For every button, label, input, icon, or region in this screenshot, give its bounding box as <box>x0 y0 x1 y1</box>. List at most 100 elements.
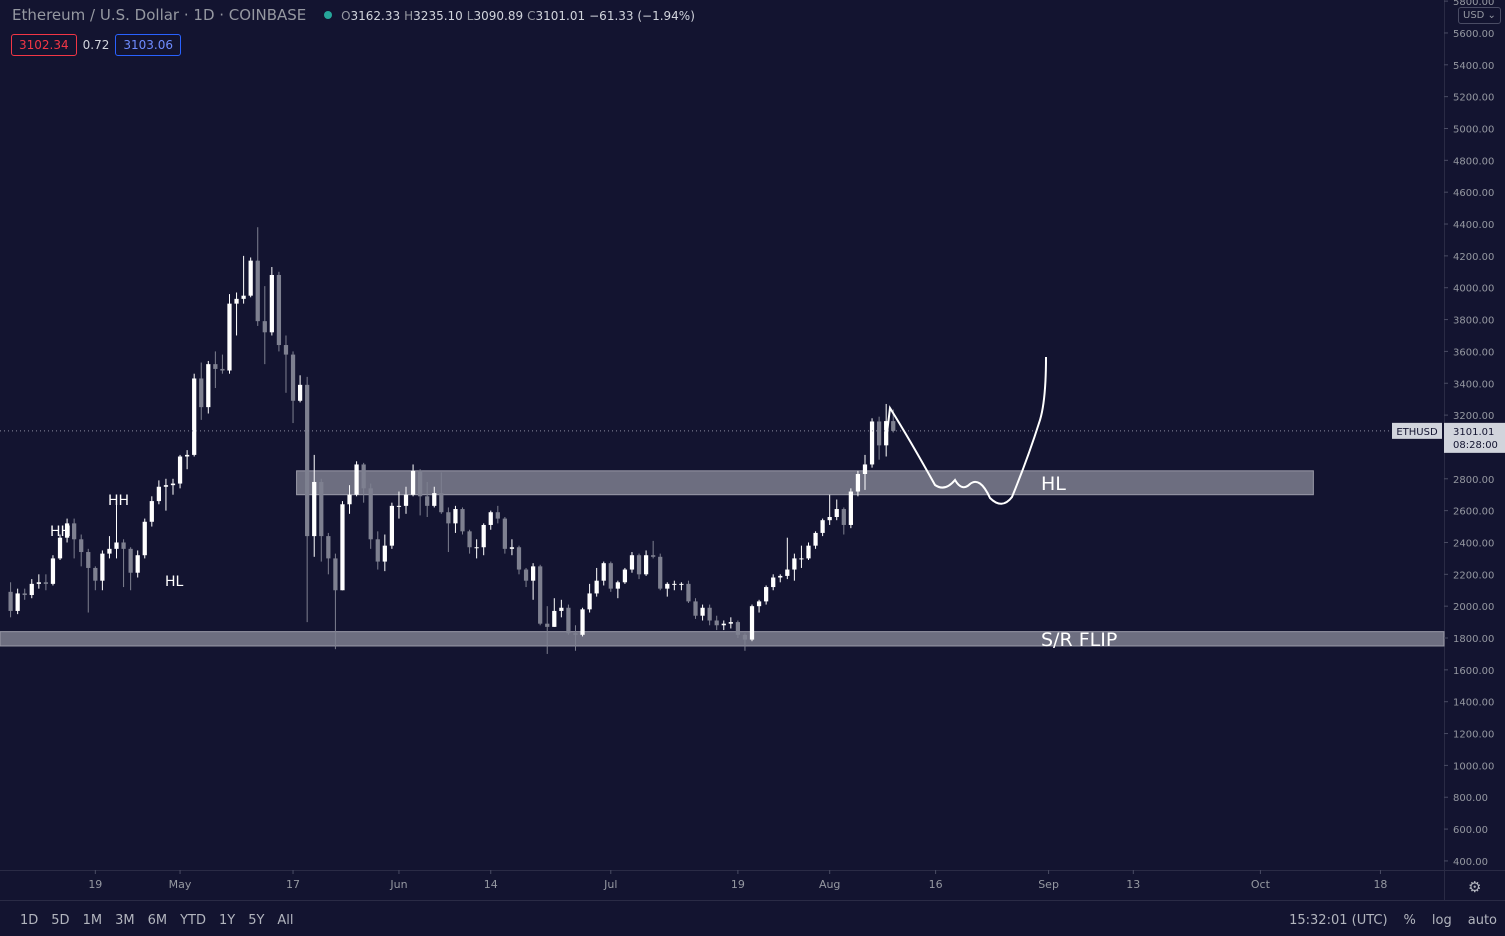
bid-ask: 3102.34 0.72 3103.06 <box>11 34 181 56</box>
x-tick-label: Jun <box>389 878 407 891</box>
candle-body <box>389 505 395 546</box>
candle-body <box>8 591 13 611</box>
annotation: HH <box>50 524 71 540</box>
candle-body <box>665 583 670 589</box>
candle-body <box>234 298 239 304</box>
currency[interactable]: USD <box>1463 10 1485 21</box>
x-tick-label: 13 <box>1126 878 1140 891</box>
candle-body <box>460 509 465 532</box>
range-button[interactable]: 1D <box>20 913 39 928</box>
candle-body <box>594 580 599 594</box>
y-tick-label: 2400.00 <box>1453 538 1494 549</box>
y-tick-label: 4200.00 <box>1453 252 1494 263</box>
x-tick-label: Aug <box>819 878 840 891</box>
candle-body <box>262 321 267 333</box>
y-tick-label: 5600.00 <box>1453 29 1494 40</box>
plot-area <box>0 227 1445 654</box>
candle-body <box>283 345 289 355</box>
candle-body <box>425 496 430 506</box>
candle-body <box>679 583 684 585</box>
ohlc-value: 3101.01 <box>535 9 586 23</box>
x-tick-label: Oct <box>1251 878 1271 891</box>
ohlc-key: L <box>466 9 474 23</box>
candle-body <box>241 295 246 299</box>
candle-body <box>749 606 755 640</box>
y-tick-label: 1000.00 <box>1453 761 1494 772</box>
x-tick-label: 19 <box>731 878 745 891</box>
bid[interactable]: 3102.34 <box>11 34 77 56</box>
candle-body <box>735 622 741 635</box>
y-tick-label: 5200.00 <box>1453 93 1494 104</box>
bottom-toolbar: 1D 5D 1M 3M 6M YTD 1Y 5Y All 15:32:01 (UTC)% log a… <box>0 900 1505 936</box>
y-tick-label: 600.00 <box>1453 825 1488 836</box>
y-tick-label: 5400.00 <box>1453 61 1494 72</box>
y-tick-label: 1200.00 <box>1453 730 1494 741</box>
candle-body <box>290 354 296 401</box>
range-button[interactable]: 5Y <box>248 913 265 928</box>
candle-body <box>149 501 154 522</box>
candle-body <box>559 607 564 611</box>
zone <box>296 470 1314 496</box>
candle-body <box>206 364 211 408</box>
y-tick-label: 400.00 <box>1453 857 1488 868</box>
range-button[interactable]: 5D <box>51 913 70 928</box>
y-tick-label: 5000.00 <box>1453 124 1494 135</box>
scale-option[interactable]: % <box>1403 913 1416 928</box>
candle-body <box>686 583 691 602</box>
settings-icon[interactable]: ⚙ <box>1468 878 1481 896</box>
candle-body <box>418 470 423 497</box>
price-tag-label: 3101.01 <box>1453 427 1494 438</box>
candle-body <box>538 566 543 624</box>
candle-body <box>361 464 366 489</box>
range-button[interactable]: 3M <box>115 913 135 928</box>
x-tick-label: 16 <box>929 878 943 891</box>
candle-body <box>764 587 769 602</box>
candle-body <box>891 421 896 431</box>
range-button[interactable]: YTD <box>180 913 206 928</box>
y-tick-label: 5800.00 <box>1453 0 1494 8</box>
candle-body <box>545 623 550 627</box>
candle-body <box>72 523 77 540</box>
candle-body <box>855 474 861 492</box>
x-tick-label: Sep <box>1038 878 1059 891</box>
candle-body <box>651 555 656 557</box>
candle-body <box>100 553 105 581</box>
range-button[interactable]: 6M <box>147 913 168 928</box>
candle-body <box>163 485 169 487</box>
price-tag <box>1444 422 1505 453</box>
candle-body <box>199 378 204 408</box>
scale-option[interactable]: auto <box>1467 913 1497 928</box>
range-button[interactable]: All <box>277 913 294 928</box>
ask[interactable]: 3103.06 <box>115 34 181 56</box>
candle-body <box>566 607 571 634</box>
candle-body <box>580 609 585 635</box>
ohlc-key: H <box>404 9 414 23</box>
candle-body <box>22 593 27 596</box>
candle-body <box>714 620 719 626</box>
y-tick-label: 3400.00 <box>1453 379 1494 390</box>
candle-body <box>185 454 190 457</box>
y-tick-label: 1800.00 <box>1453 634 1494 645</box>
candle-body <box>672 583 677 585</box>
range-button[interactable]: 1M <box>82 913 103 928</box>
scale-option[interactable]: log <box>1431 913 1452 928</box>
candle-body <box>375 539 380 562</box>
candle-body <box>312 481 317 537</box>
candle-body <box>114 542 119 549</box>
x-tick-label: 17 <box>286 878 300 891</box>
candle-body <box>756 601 762 607</box>
candle-body <box>432 493 437 506</box>
candle-body <box>135 555 140 573</box>
candle-body <box>643 555 649 575</box>
annotation: HL <box>165 574 184 590</box>
range-button[interactable]: 1Y <box>218 913 236 928</box>
candle-body <box>869 421 875 465</box>
candle-body <box>778 575 783 578</box>
currency-select[interactable]: USD ⌄ <box>1458 7 1501 24</box>
annotation: HH <box>108 493 129 509</box>
candle-body <box>410 470 416 495</box>
candle-body <box>488 512 493 525</box>
y-tick-label: 4800.00 <box>1453 156 1494 167</box>
candle-body <box>79 539 84 553</box>
y-tick-label: 3800.00 <box>1453 316 1494 327</box>
